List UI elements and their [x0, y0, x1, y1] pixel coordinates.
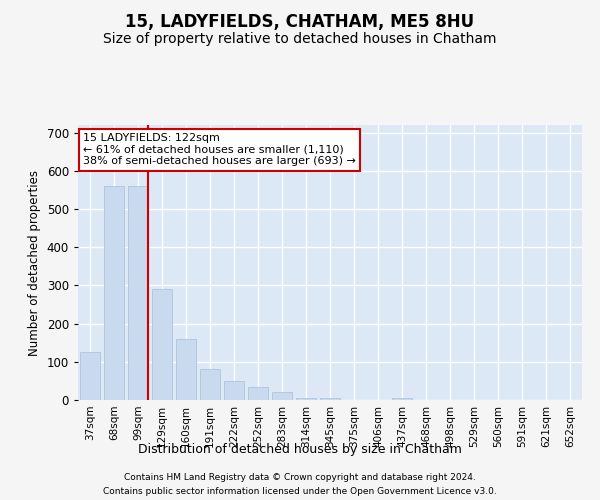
Y-axis label: Number of detached properties: Number of detached properties: [28, 170, 41, 356]
Bar: [200, 370, 220, 400]
Bar: [152, 289, 172, 400]
Text: 15, LADYFIELDS, CHATHAM, ME5 8HU: 15, LADYFIELDS, CHATHAM, ME5 8HU: [125, 12, 475, 30]
Bar: [176, 339, 196, 400]
Bar: [128, 186, 148, 400]
Bar: [104, 186, 124, 400]
Bar: [80, 352, 100, 400]
Text: Contains public sector information licensed under the Open Government Licence v3: Contains public sector information licen…: [103, 488, 497, 496]
Text: Distribution of detached houses by size in Chatham: Distribution of detached houses by size …: [138, 442, 462, 456]
Text: 15 LADYFIELDS: 122sqm
← 61% of detached houses are smaller (1,110)
38% of semi-d: 15 LADYFIELDS: 122sqm ← 61% of detached …: [83, 133, 356, 166]
Bar: [296, 398, 316, 400]
Bar: [392, 398, 412, 400]
Text: Size of property relative to detached houses in Chatham: Size of property relative to detached ho…: [103, 32, 497, 46]
Bar: [320, 398, 340, 400]
Bar: [272, 392, 292, 400]
Bar: [248, 386, 268, 400]
Text: Contains HM Land Registry data © Crown copyright and database right 2024.: Contains HM Land Registry data © Crown c…: [124, 472, 476, 482]
Bar: [224, 381, 244, 400]
